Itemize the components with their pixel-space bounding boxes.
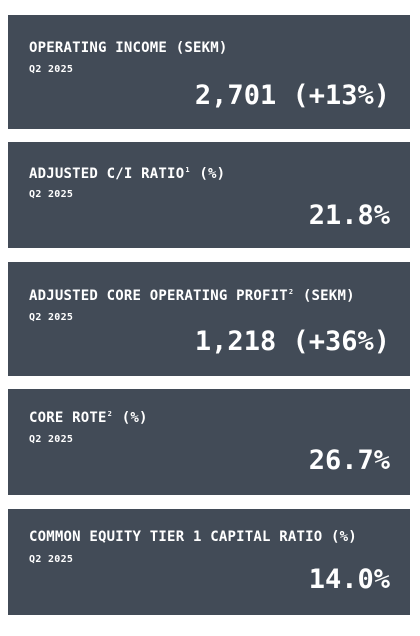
kpi-period: Q2 2025	[29, 189, 74, 200]
kpi-card-cet1-capital-ratio: COMMON EQUITY TIER 1 CAPITAL RATIO (%) Q…	[8, 509, 410, 615]
kpi-title: OPERATING INCOME (SEKM)	[29, 40, 228, 56]
kpi-card-adjusted-core-operating-profit: ADJUSTED CORE OPERATING PROFIT2 (SEKM) Q…	[8, 262, 410, 376]
kpi-period: Q2 2025	[29, 312, 74, 323]
kpi-period: Q2 2025	[29, 434, 74, 445]
kpi-card-core-rote: CORE ROTE2 (%) Q2 2025 26.7%	[8, 389, 410, 495]
kpi-card-adjusted-ci-ratio: ADJUSTED C/I RATIO1 (%) Q2 2025 21.8%	[8, 142, 410, 248]
kpi-value: 21.8%	[308, 200, 390, 231]
kpi-card-operating-income: OPERATING INCOME (SEKM) Q2 2025 2,701 (+…	[8, 15, 410, 129]
footnote-marker: 2	[107, 410, 113, 418]
footnote-marker: 2	[288, 288, 294, 296]
footnote-marker: 1	[185, 166, 190, 174]
kpi-value: 26.7%	[308, 445, 390, 476]
kpi-value: 14.0%	[308, 564, 390, 595]
kpi-value: 1,218 (+36%)	[194, 326, 390, 357]
kpi-title: CORE ROTE2 (%)	[29, 410, 148, 426]
kpi-title: COMMON EQUITY TIER 1 CAPITAL RATIO (%)	[29, 529, 357, 545]
kpi-title: ADJUSTED C/I RATIO1 (%)	[29, 166, 226, 182]
kpi-value: 2,701 (+13%)	[194, 80, 390, 111]
kpi-title: ADJUSTED CORE OPERATING PROFIT2 (SEKM)	[29, 288, 355, 304]
kpi-period: Q2 2025	[29, 554, 74, 565]
kpi-period: Q2 2025	[29, 64, 74, 75]
